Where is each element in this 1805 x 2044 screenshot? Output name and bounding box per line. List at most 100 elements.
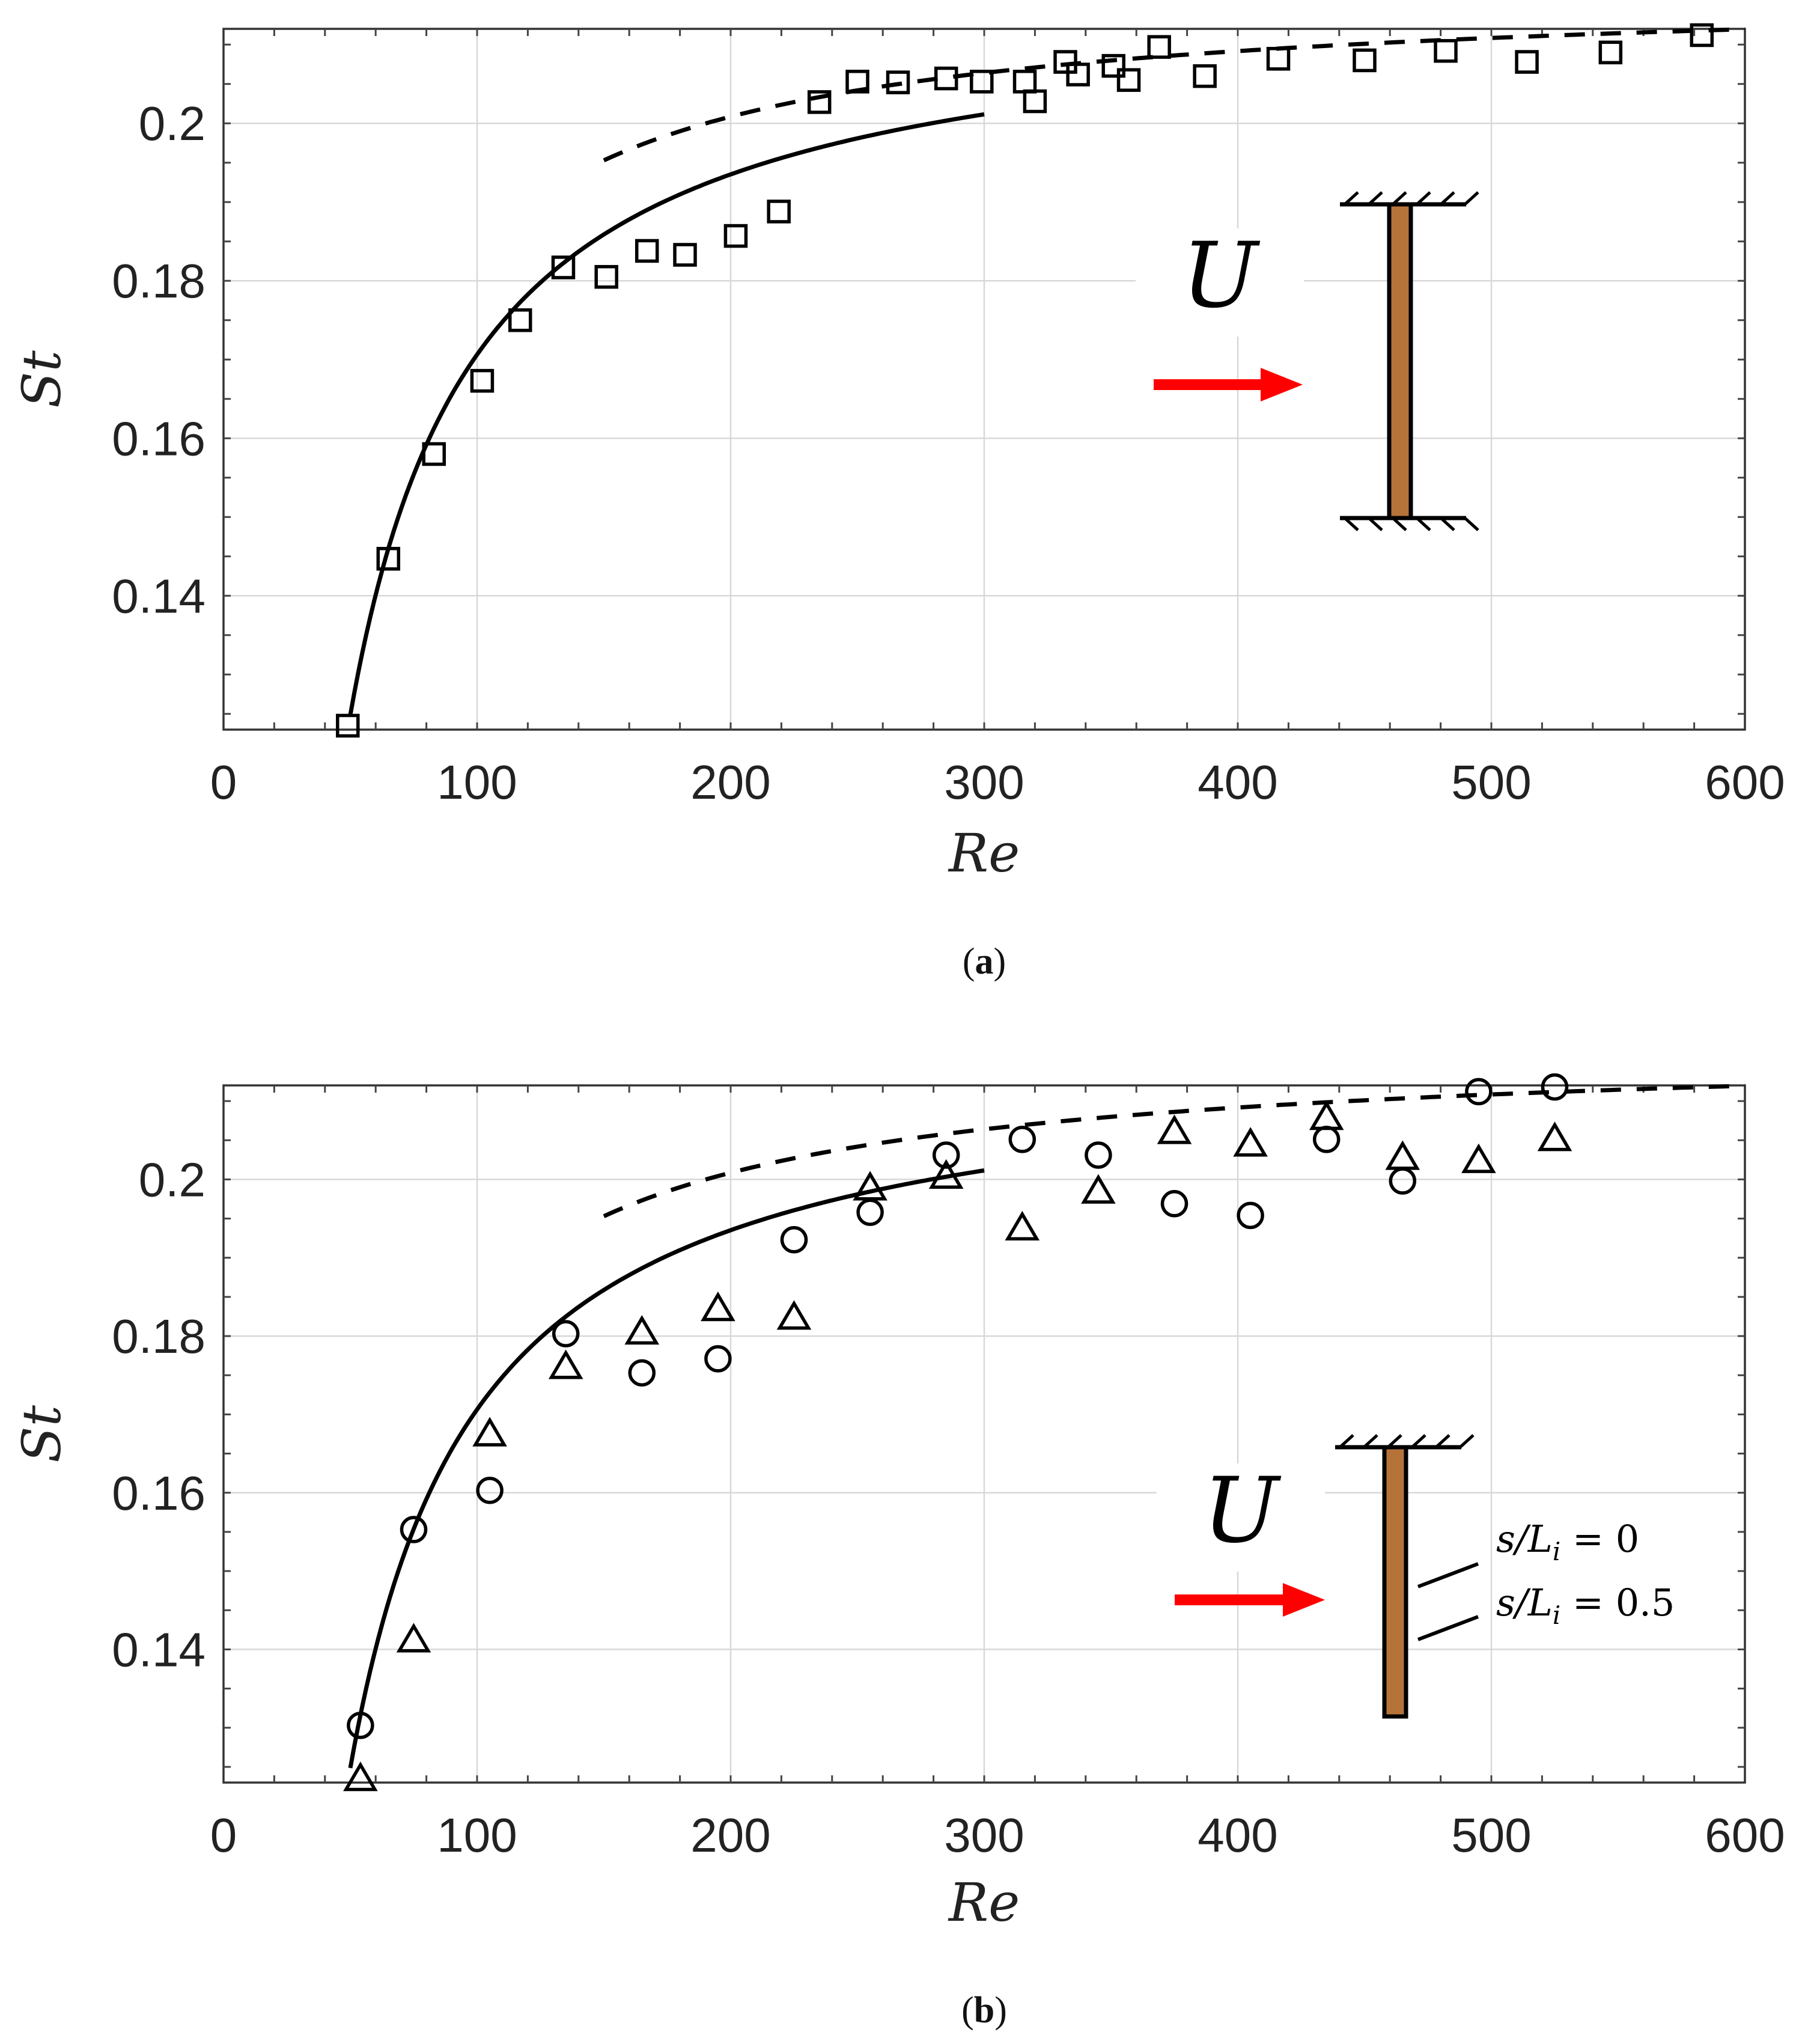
triangle-marker: [1005, 1210, 1040, 1240]
square-marker: [1066, 63, 1090, 87]
caption-b: (b): [961, 1990, 1007, 2031]
y-axis-label-a: St: [11, 350, 73, 408]
flow-label-u: U: [1182, 224, 1261, 328]
square-marker: [767, 200, 791, 224]
x-tick-label: 600: [1705, 755, 1785, 809]
x-axis-label-a: Re: [948, 822, 1020, 884]
top-clamp-hatch: [1416, 191, 1431, 206]
circle-marker: [856, 1198, 884, 1226]
square-marker: [1023, 89, 1047, 114]
square-marker: [551, 255, 576, 279]
x-tick-label: 600: [1705, 1808, 1785, 1862]
x-tick-label: 100: [437, 1808, 517, 1862]
label-s05: s/Li = 0.5: [1496, 1581, 1675, 1630]
flow-arrow-head: [1261, 368, 1303, 401]
y-tick-label: 0.14: [112, 1623, 205, 1676]
top-clamp-hatch: [1344, 191, 1359, 206]
triangle-marker: [776, 1300, 812, 1330]
bottom-clamp-hatch: [1344, 517, 1359, 531]
dashed-fit: [603, 1084, 1746, 1218]
triangle-marker: [853, 1171, 887, 1201]
chart-panel-b: 0 100 200 300 400 500 600 0.14 0.16 0.18 0.2 Re S…: [11, 1073, 1785, 2031]
label-s05-base: s/L: [1496, 1581, 1553, 1625]
square-marker: [723, 224, 748, 248]
x-tick-labels-a: 0 100 200 300 400 500 600: [210, 755, 1785, 809]
label-s0-sub: i: [1553, 1537, 1560, 1566]
square-marker: [470, 368, 495, 393]
square-marker: [886, 70, 910, 94]
triangle-marker: [1537, 1121, 1572, 1152]
circle-marker: [1085, 1141, 1112, 1169]
circle-marker: [552, 1320, 580, 1347]
y-tick-label: 0.2: [139, 97, 205, 150]
square-marker: [1353, 48, 1377, 73]
square-marker: [1690, 23, 1714, 47]
label-s05-value: = 0.5: [1560, 1581, 1675, 1625]
square-marker: [970, 70, 994, 94]
circle-marker: [704, 1345, 732, 1373]
square-marker: [1598, 40, 1623, 65]
circle-marker: [476, 1477, 504, 1504]
triangle-marker: [1461, 1143, 1496, 1173]
inset-a: U: [1136, 191, 1479, 531]
square-marker: [594, 264, 618, 289]
flow-arrow-head: [1283, 1583, 1325, 1617]
circle-marker: [628, 1359, 656, 1387]
x-tick-label: 0: [210, 1808, 237, 1862]
label-s05-sub: i: [1553, 1600, 1560, 1630]
x-tick-label: 500: [1451, 755, 1531, 809]
triangle-marker: [928, 1159, 964, 1189]
minor-ticks-b: [224, 1085, 1745, 1783]
dashed-fit: [603, 27, 1746, 162]
top-clamp-hatch: [1339, 1434, 1354, 1448]
y-tick-labels-b: 0.14 0.16 0.18 0.2: [112, 1153, 205, 1676]
triangle-marker: [701, 1292, 735, 1322]
x-tick-label: 500: [1451, 1808, 1531, 1862]
top-clamp-hatch: [1459, 1434, 1475, 1448]
circle-marker: [1008, 1126, 1036, 1153]
y-tick-label: 0.2: [139, 1153, 205, 1206]
square-marker: [1101, 53, 1125, 78]
square-marker: [845, 70, 869, 94]
square-marker: [1053, 50, 1077, 74]
bottom-clamp-hatch: [1368, 517, 1383, 531]
x-tick-labels-b: 0 100 200 300 400 500 600: [210, 1808, 1785, 1862]
x-tick-label: 0: [210, 755, 237, 809]
grid-b: [224, 1085, 1745, 1783]
grid-a: [224, 29, 1745, 730]
triangle-marker: [396, 1623, 431, 1653]
label-s0-value: = 0: [1560, 1517, 1639, 1561]
square-marker: [508, 308, 532, 332]
y-tick-label: 0.18: [112, 1310, 205, 1363]
y-tick-label: 0.16: [112, 412, 205, 465]
triangle-marker: [343, 1762, 378, 1792]
fit-lines-a: [348, 27, 1746, 716]
circle-marker: [1160, 1190, 1189, 1218]
y-tick-label: 0.14: [112, 569, 205, 623]
x-tick-label: 200: [690, 1808, 770, 1862]
fit-lines-b: [348, 1084, 1746, 1769]
circle-marker: [1389, 1167, 1417, 1195]
solid-fit: [348, 112, 985, 716]
top-clamp-hatch: [1440, 191, 1455, 206]
circle-marker: [1541, 1073, 1569, 1101]
solid-fit: [348, 1168, 985, 1769]
top-clamp-hatch: [1392, 191, 1407, 206]
triangle-marker: [472, 1417, 507, 1447]
circle-marker: [347, 1712, 374, 1739]
bottom-clamp-hatch: [1440, 517, 1455, 531]
square-marker: [422, 442, 446, 466]
chart-panel-a: 0 100 200 300 400 500 600 0.14 0.16 0.18 0.2 Re S…: [11, 23, 1785, 982]
square-marker: [1515, 50, 1539, 74]
x-tick-label: 200: [690, 755, 770, 809]
square-marker: [807, 90, 832, 114]
y-tick-labels-a: 0.14 0.16 0.18 0.2: [112, 97, 205, 623]
square-marker: [635, 239, 659, 263]
circle-marker: [400, 1516, 428, 1543]
square-marker: [1116, 68, 1141, 92]
square-marker: [1193, 64, 1217, 88]
top-clamp-hatch: [1368, 191, 1383, 206]
square-marker: [1434, 38, 1458, 63]
